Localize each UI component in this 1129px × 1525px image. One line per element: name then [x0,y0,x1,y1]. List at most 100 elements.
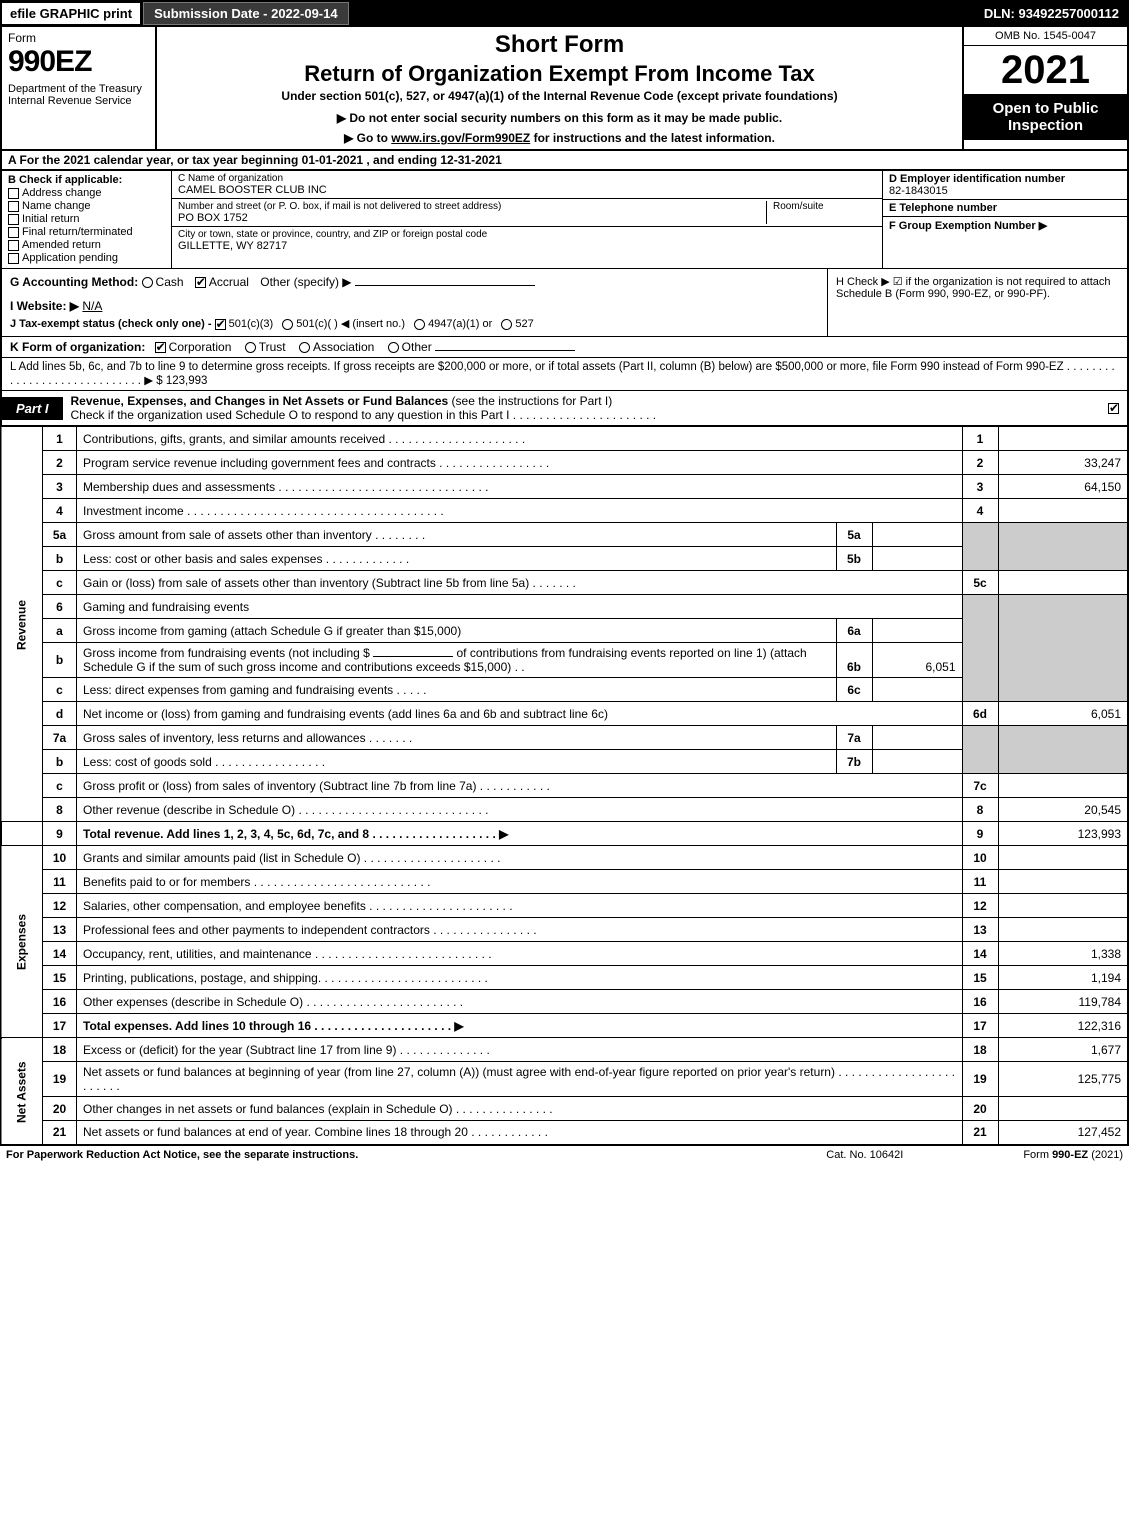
line-21: 21 Net assets or fund balances at end of… [1,1121,1128,1145]
c-name-label: C Name of organization [178,173,876,184]
line-17: 17 Total expenses. Add lines 10 through … [1,1014,1128,1038]
checkbox-501c3[interactable] [215,319,226,330]
line-8: 8 Other revenue (describe in Schedule O)… [1,798,1128,822]
room-suite-label: Room/suite [766,201,876,224]
irs-link[interactable]: www.irs.gov/Form990EZ [391,131,530,145]
checkbox-initial-return[interactable]: Initial return [8,213,165,225]
expenses-label: Expenses [1,846,43,1038]
part-1-check-line: Check if the organization used Schedule … [71,408,657,422]
subtitle-3: ▶ Go to www.irs.gov/Form990EZ for instru… [161,131,958,145]
checkbox-final-return[interactable]: Final return/terminated [8,226,165,238]
f-group-label: F Group Exemption Number ▶ [889,219,1121,232]
form-header: Form 990EZ Department of the Treasury In… [0,27,1129,151]
part-1-title-block: Revenue, Expenses, and Changes in Net As… [63,391,1103,425]
d-ein-label: D Employer identification number [889,173,1121,185]
c-city-label: City or town, state or province, country… [178,229,876,240]
c-name-row: C Name of organization CAMEL BOOSTER CLU… [172,171,882,199]
line-5a: 5a Gross amount from sale of assets othe… [1,523,1128,547]
header-left: Form 990EZ Department of the Treasury In… [2,27,157,149]
column-b: B Check if applicable: Address change Na… [2,171,172,268]
checkbox-accrual[interactable] [195,277,206,288]
department-label: Department of the Treasury Internal Reve… [8,83,149,107]
line-6: 6 Gaming and fundraising events [1,595,1128,619]
submission-date-label: Submission Date - 2022-09-14 [143,2,349,25]
efile-print-label[interactable]: efile GRAPHIC print [2,3,140,24]
c-addr-value: PO BOX 1752 [178,212,766,224]
form-title: Return of Organization Exempt From Incom… [161,61,958,87]
subtitle-1: Under section 501(c), 527, or 4947(a)(1)… [161,89,958,103]
omb-number: OMB No. 1545-0047 [964,27,1127,46]
row-j: J Tax-exempt status (check only one) - 5… [10,317,819,330]
revenue-label: Revenue [1,427,43,822]
c-name-value: CAMEL BOOSTER CLUB INC [178,184,876,196]
line-5b: b Less: cost or other basis and sales ex… [1,547,1128,571]
c-city-row: City or town, state or province, country… [172,227,882,254]
page-footer: For Paperwork Reduction Act Notice, see … [0,1146,1129,1164]
part-1-table: Revenue 1 Contributions, gifts, grants, … [0,426,1129,1146]
line-1: Revenue 1 Contributions, gifts, grants, … [1,427,1128,451]
part-1-title: Revenue, Expenses, and Changes in Net As… [71,394,449,408]
row-i: I Website: ▶ N/A [10,299,819,313]
line-6c: c Less: direct expenses from gaming and … [1,678,1128,702]
column-d: D Employer identification number 82-1843… [882,171,1127,268]
part-1-header: Part I Revenue, Expenses, and Changes in… [0,391,1129,426]
radio-527[interactable] [501,319,512,330]
line-6b: b Gross income from fundraising events (… [1,643,1128,678]
line-6b-blank[interactable] [373,656,453,657]
header-right: OMB No. 1545-0047 2021 Open to Public In… [962,27,1127,149]
radio-cash[interactable] [142,277,153,288]
row-gh: G Accounting Method: Cash Accrual Other … [0,269,1129,337]
form-number: 990EZ [8,45,149,79]
radio-501c[interactable] [282,319,293,330]
part-1-checkbox[interactable] [1103,401,1127,415]
tax-year: 2021 [964,46,1127,94]
line-2: 2 Program service revenue including gove… [1,451,1128,475]
gh-left: G Accounting Method: Cash Accrual Other … [2,269,827,336]
checkbox-name-change[interactable]: Name change [8,200,165,212]
checkbox-application-pending[interactable]: Application pending [8,252,165,264]
d-ein-row: D Employer identification number 82-1843… [883,171,1127,200]
e-phone-row: E Telephone number [883,200,1127,217]
c-address-row: Number and street (or P. O. box, if mail… [172,199,882,227]
line-13: 13 Professional fees and other payments … [1,918,1128,942]
line-15: 15 Printing, publications, postage, and … [1,966,1128,990]
line-9: 9 Total revenue. Add lines 1, 2, 3, 4, 5… [1,822,1128,846]
k-label: K Form of organization: [10,340,145,354]
k-other-input[interactable] [435,350,575,351]
row-l: L Add lines 5b, 6c, and 7b to line 9 to … [0,358,1129,391]
other-specify-input[interactable] [355,285,535,286]
c-addr-label: Number and street (or P. O. box, if mail… [178,201,766,212]
line-19: 19 Net assets or fund balances at beginn… [1,1062,1128,1097]
l-value: 123,993 [166,375,208,387]
radio-4947[interactable] [414,319,425,330]
open-to-public: Open to Public Inspection [964,94,1127,140]
radio-association[interactable] [299,342,310,353]
j-label: J Tax-exempt status (check only one) - [10,318,212,330]
d-ein-value: 82-1843015 [889,185,1121,197]
block-bcdef: B Check if applicable: Address change Na… [0,171,1129,269]
line-7c: c Gross profit or (loss) from sales of i… [1,774,1128,798]
line-18: Net Assets 18 Excess or (deficit) for th… [1,1038,1128,1062]
line-7b: b Less: cost of goods sold . . . . . . .… [1,750,1128,774]
radio-trust[interactable] [245,342,256,353]
radio-other[interactable] [388,342,399,353]
checkbox-address-change[interactable]: Address change [8,187,165,199]
line-12: 12 Salaries, other compensation, and emp… [1,894,1128,918]
i-label: I Website: ▶ [10,299,79,313]
top-bar: efile GRAPHIC print Submission Date - 20… [0,0,1129,27]
part-1-suffix: (see the instructions for Part I) [448,394,612,408]
checkbox-amended-return[interactable]: Amended return [8,239,165,251]
i-value: N/A [82,299,102,313]
g-label: G Accounting Method: [10,275,138,289]
header-mid: Short Form Return of Organization Exempt… [157,27,962,149]
short-form-label: Short Form [161,31,958,59]
sub3-post: for instructions and the latest informat… [530,131,775,145]
footer-paperwork: For Paperwork Reduction Act Notice, see … [6,1149,826,1161]
footer-catno: Cat. No. 10642I [826,1149,903,1161]
part-1-tab: Part I [2,397,63,420]
line-16: 16 Other expenses (describe in Schedule … [1,990,1128,1014]
line-11: 11 Benefits paid to or for members . . .… [1,870,1128,894]
row-k: K Form of organization: Corporation Trus… [0,337,1129,358]
checkbox-corporation[interactable] [155,342,166,353]
netassets-label: Net Assets [1,1038,43,1145]
